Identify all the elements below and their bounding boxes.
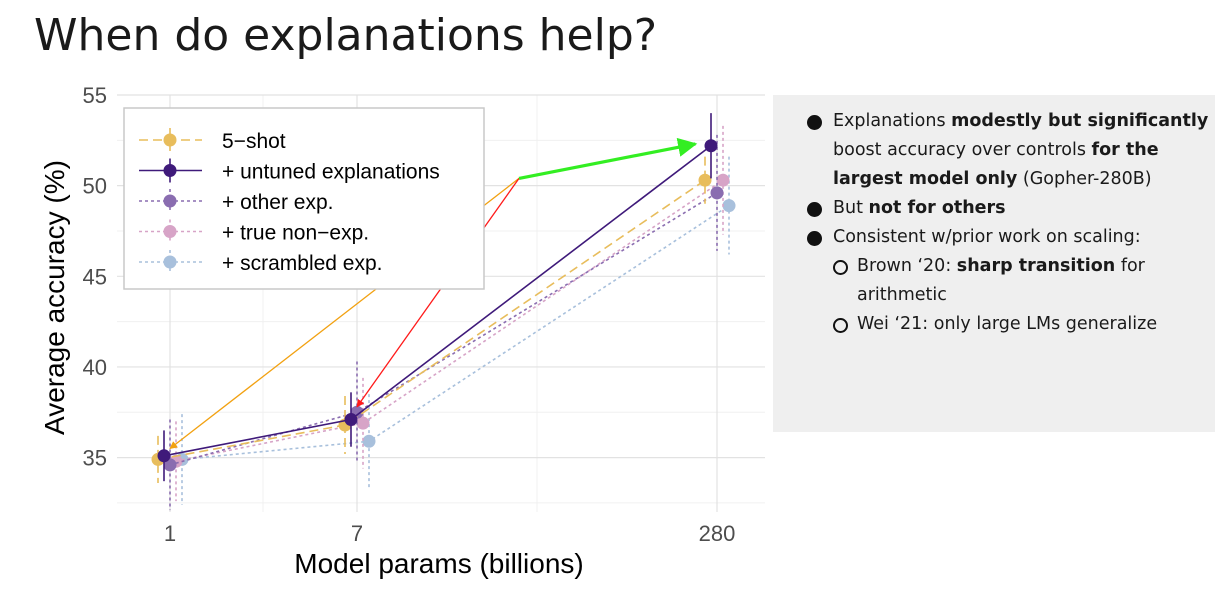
y-axis-title: Average accuracy (%) <box>39 160 70 435</box>
series-line <box>175 179 724 463</box>
y-tick-label: 35 <box>83 446 107 471</box>
bullet-dot-icon <box>807 202 822 217</box>
bullet-consistent: Consistent w/prior work on scaling: <box>805 223 1215 252</box>
data-point <box>698 173 712 187</box>
bullet-text: Explanations <box>833 111 952 131</box>
bullet-text: (Gopher-280B) <box>1017 169 1152 189</box>
bullet-text: Brown ‘20: <box>857 256 957 276</box>
legend-swatch-point <box>163 133 177 147</box>
notes-panel: Explanations modestly but significantly … <box>773 95 1215 432</box>
data-point <box>722 199 736 213</box>
bullet-text: for arithmetic <box>857 256 1145 305</box>
legend-label: 5−shot <box>222 130 286 153</box>
legend-label: + true non−exp. <box>222 222 369 245</box>
bullet-bold-text: for the largest model only <box>833 140 1159 189</box>
bullet-bold-text: sharp transition <box>956 256 1116 276</box>
bullet-ring-icon <box>833 318 848 333</box>
y-tick-label: 55 <box>83 83 107 108</box>
y-tick-label: 45 <box>83 264 107 289</box>
bullet-dot-icon <box>807 115 822 130</box>
legend-swatch-point <box>163 194 177 208</box>
y-tick-label: 40 <box>83 355 107 380</box>
bullet-bold-text: modestly but significantly <box>951 111 1209 131</box>
annotation-arrow <box>518 137 698 180</box>
legend-label: + other exp. <box>222 191 334 214</box>
bullet-ring-icon <box>833 260 848 275</box>
legend-box <box>123 107 485 290</box>
legend-swatch-point <box>163 225 177 238</box>
data-point <box>362 434 376 448</box>
bullet-explanations-boost: Explanations modestly but significantly … <box>805 107 1215 194</box>
bullet-not-others: But not for others <box>805 194 1215 223</box>
x-axis-title: Model params (billions) <box>294 548 583 579</box>
bullet-text: But <box>833 198 869 218</box>
data-point <box>157 449 171 463</box>
y-tick-label: 50 <box>83 174 107 199</box>
subbullet-wei: Wei ‘21: only large LMs generalize <box>831 310 1215 339</box>
legend-label: + untuned explanations <box>222 161 440 184</box>
data-point <box>344 413 358 427</box>
legend-swatch-point <box>163 255 177 269</box>
bullet-bold-text: not for others <box>868 198 1006 218</box>
accuracy-chart: 35 40 45 50 55 1 7 280 Model params (billions) Av… <box>39 83 765 579</box>
bullet-text: Wei ‘21: only large LMs generalize <box>857 314 1158 334</box>
slide-title: When do explanations help? <box>34 10 658 61</box>
annotation-arrow <box>356 178 520 408</box>
x-tick-label: 280 <box>699 521 736 546</box>
notes-list: Explanations modestly but significantly … <box>773 95 1215 339</box>
data-point <box>716 173 730 187</box>
bullet-text: Consistent w/prior work on scaling: <box>833 227 1141 247</box>
data-point <box>710 186 724 200</box>
legend-label: + scrambled exp. <box>222 252 383 275</box>
x-tick-label: 1 <box>164 521 176 546</box>
subbullet-brown: Brown ‘20: sharp transition for arithmet… <box>831 252 1215 310</box>
data-point <box>704 139 718 153</box>
bullet-dot-icon <box>807 231 822 246</box>
x-tick-label: 7 <box>351 521 363 546</box>
legend-swatch-point <box>163 164 177 177</box>
data-point <box>356 416 370 430</box>
bullet-text: boost accuracy over controls <box>833 140 1092 160</box>
